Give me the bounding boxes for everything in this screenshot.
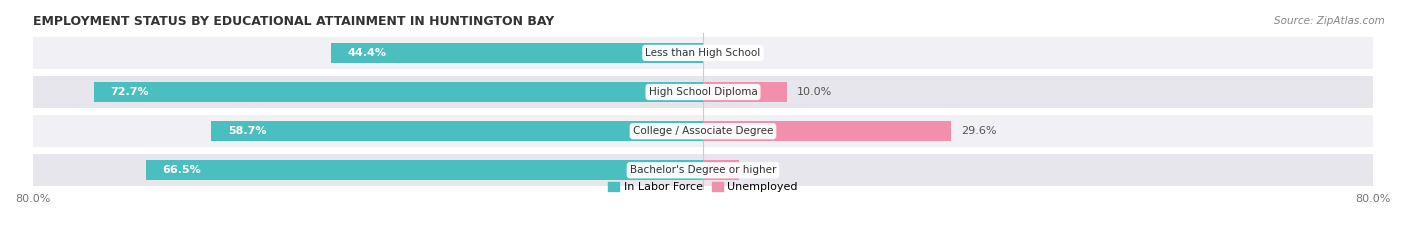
Bar bbox=[703, 160, 740, 181]
Text: 10.0%: 10.0% bbox=[797, 87, 832, 97]
Legend: In Labor Force, Unemployed: In Labor Force, Unemployed bbox=[603, 178, 803, 197]
Text: 4.3%: 4.3% bbox=[749, 165, 778, 175]
Bar bbox=[32, 76, 1374, 108]
Text: EMPLOYMENT STATUS BY EDUCATIONAL ATTAINMENT IN HUNTINGTON BAY: EMPLOYMENT STATUS BY EDUCATIONAL ATTAINM… bbox=[32, 15, 554, 28]
Bar bbox=[32, 37, 1374, 69]
Text: Bachelor's Degree or higher: Bachelor's Degree or higher bbox=[630, 165, 776, 175]
Bar bbox=[146, 160, 703, 181]
Text: High School Diploma: High School Diploma bbox=[648, 87, 758, 97]
Text: 72.7%: 72.7% bbox=[111, 87, 149, 97]
Bar bbox=[32, 115, 1374, 147]
Bar bbox=[703, 121, 950, 141]
Text: Source: ZipAtlas.com: Source: ZipAtlas.com bbox=[1274, 16, 1385, 26]
Bar bbox=[32, 154, 1374, 186]
Text: College / Associate Degree: College / Associate Degree bbox=[633, 126, 773, 136]
Text: 44.4%: 44.4% bbox=[347, 48, 387, 58]
Bar bbox=[703, 82, 787, 102]
Text: 0.0%: 0.0% bbox=[713, 48, 741, 58]
Bar bbox=[330, 43, 703, 63]
Text: Less than High School: Less than High School bbox=[645, 48, 761, 58]
Text: 58.7%: 58.7% bbox=[228, 126, 266, 136]
Bar bbox=[211, 121, 703, 141]
Text: 66.5%: 66.5% bbox=[163, 165, 201, 175]
Text: 29.6%: 29.6% bbox=[962, 126, 997, 136]
Bar bbox=[94, 82, 703, 102]
